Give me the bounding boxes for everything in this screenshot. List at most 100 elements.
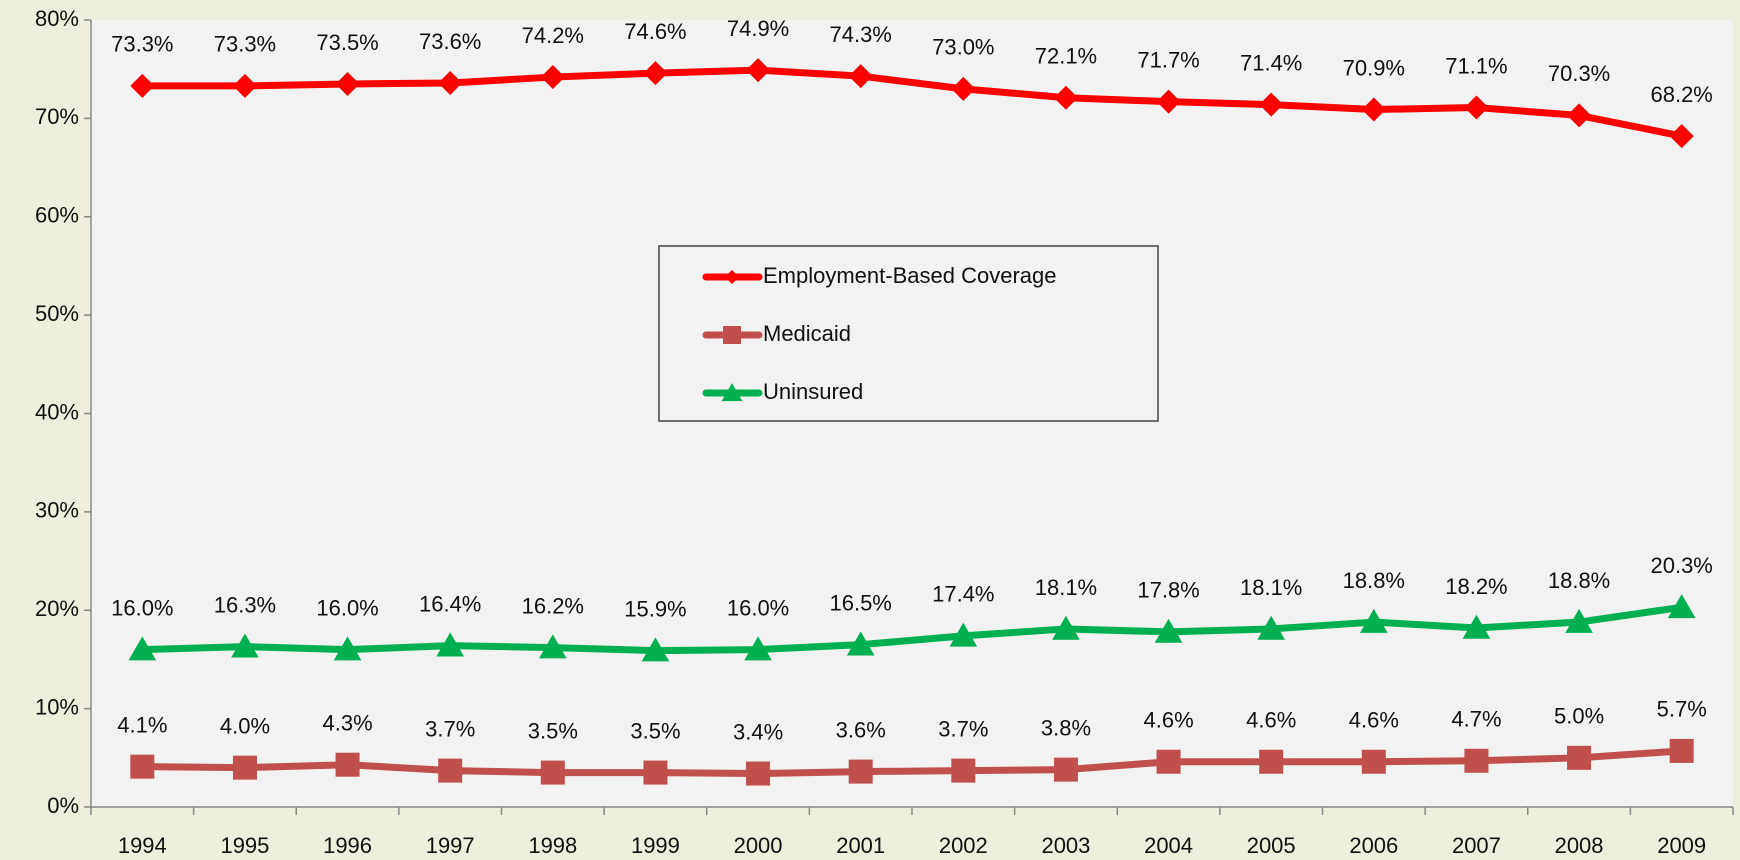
marker bbox=[130, 754, 155, 779]
value-label: 18.1% bbox=[1035, 575, 1097, 600]
marker bbox=[232, 73, 257, 98]
value-label: 70.3% bbox=[1548, 61, 1610, 86]
value-label: 4.6% bbox=[1143, 708, 1193, 733]
value-label: 16.0% bbox=[111, 595, 173, 620]
y-tick-label: 40% bbox=[35, 399, 79, 424]
y-tick-label: 70% bbox=[35, 104, 79, 129]
value-label: 74.6% bbox=[624, 19, 686, 44]
marker bbox=[539, 634, 567, 659]
value-label: 20.3% bbox=[1650, 553, 1712, 578]
marker bbox=[1464, 95, 1489, 120]
value-label: 4.3% bbox=[322, 711, 372, 736]
value-label: 70.9% bbox=[1343, 55, 1405, 80]
value-label: 17.4% bbox=[932, 582, 994, 607]
marker bbox=[540, 65, 565, 90]
marker bbox=[130, 73, 155, 98]
marker bbox=[436, 632, 464, 657]
value-label: 4.7% bbox=[1451, 707, 1501, 732]
marker bbox=[333, 636, 362, 661]
value-label: 74.2% bbox=[522, 23, 584, 48]
x-tick-label: 2008 bbox=[1555, 833, 1604, 858]
marker bbox=[951, 76, 976, 101]
marker bbox=[746, 58, 771, 83]
marker bbox=[1259, 92, 1284, 117]
x-tick-label: 1995 bbox=[220, 833, 269, 858]
marker bbox=[1667, 594, 1696, 619]
legend-label: Employment-Based Coverage bbox=[763, 263, 1056, 288]
marker bbox=[641, 637, 670, 662]
x-tick-label: 1999 bbox=[631, 833, 680, 858]
x-tick-label: 1998 bbox=[528, 833, 577, 858]
x-tick-label: 1994 bbox=[118, 833, 167, 858]
marker bbox=[231, 633, 259, 658]
value-label: 15.9% bbox=[624, 596, 686, 621]
marker bbox=[1053, 757, 1078, 782]
y-tick-label: 60% bbox=[35, 203, 79, 228]
y-tick-label: 0% bbox=[47, 793, 79, 818]
value-label: 73.6% bbox=[419, 29, 481, 54]
x-tick-label: 2007 bbox=[1452, 833, 1501, 858]
marker bbox=[438, 70, 463, 95]
value-label: 74.9% bbox=[727, 16, 789, 41]
x-tick-label: 2005 bbox=[1247, 833, 1296, 858]
legend-label: Uninsured bbox=[763, 379, 863, 404]
marker bbox=[438, 758, 463, 783]
value-label: 18.1% bbox=[1240, 575, 1302, 600]
marker bbox=[723, 326, 741, 344]
value-label: 4.0% bbox=[220, 713, 270, 738]
y-tick-label: 10% bbox=[35, 694, 79, 719]
legend-label: Medicaid bbox=[763, 321, 851, 346]
value-label: 3.5% bbox=[630, 718, 680, 743]
value-label: 18.8% bbox=[1343, 568, 1405, 593]
marker bbox=[335, 71, 360, 96]
marker bbox=[1052, 615, 1080, 640]
value-label: 4.6% bbox=[1349, 708, 1399, 733]
x-tick-label: 2001 bbox=[836, 833, 885, 858]
y-tick-label: 20% bbox=[35, 596, 79, 621]
marker bbox=[949, 622, 978, 647]
value-label: 16.5% bbox=[829, 590, 891, 615]
value-label: 4.6% bbox=[1246, 708, 1296, 733]
value-label: 73.5% bbox=[316, 30, 378, 55]
x-tick-label: 2009 bbox=[1657, 833, 1706, 858]
marker bbox=[1156, 749, 1181, 774]
value-label: 71.4% bbox=[1240, 50, 1302, 75]
value-label: 3.8% bbox=[1041, 715, 1091, 740]
marker bbox=[744, 636, 772, 661]
marker bbox=[1567, 745, 1592, 770]
x-tick-label: 2000 bbox=[734, 833, 783, 858]
marker bbox=[1565, 608, 1593, 633]
marker bbox=[746, 761, 771, 786]
value-label: 5.0% bbox=[1554, 704, 1604, 729]
marker bbox=[1462, 614, 1491, 639]
value-label: 3.7% bbox=[425, 716, 475, 741]
value-label: 16.0% bbox=[727, 595, 789, 620]
x-tick-label: 2006 bbox=[1349, 833, 1398, 858]
marker bbox=[1053, 85, 1078, 110]
marker bbox=[1360, 608, 1388, 633]
value-label: 73.0% bbox=[932, 35, 994, 60]
value-label: 3.4% bbox=[733, 719, 783, 744]
value-label: 16.0% bbox=[316, 595, 378, 620]
value-label: 17.8% bbox=[1137, 578, 1199, 603]
value-label: 68.2% bbox=[1650, 82, 1712, 107]
marker bbox=[1259, 749, 1284, 774]
y-tick-label: 80% bbox=[35, 6, 79, 31]
value-label: 74.3% bbox=[829, 22, 891, 47]
marker bbox=[1361, 749, 1386, 774]
marker bbox=[1257, 615, 1285, 640]
marker bbox=[1361, 97, 1386, 122]
marker bbox=[846, 631, 875, 656]
x-tick-label: 1997 bbox=[426, 833, 475, 858]
value-label: 16.2% bbox=[522, 593, 584, 618]
marker bbox=[335, 752, 360, 777]
marker bbox=[232, 755, 257, 780]
value-label: 16.3% bbox=[214, 592, 276, 617]
value-label: 5.7% bbox=[1657, 697, 1707, 722]
series-line bbox=[142, 747, 1682, 778]
marker bbox=[1669, 124, 1694, 149]
value-label: 71.7% bbox=[1137, 47, 1199, 72]
y-tick-label: 30% bbox=[35, 498, 79, 523]
value-label: 18.8% bbox=[1548, 568, 1610, 593]
